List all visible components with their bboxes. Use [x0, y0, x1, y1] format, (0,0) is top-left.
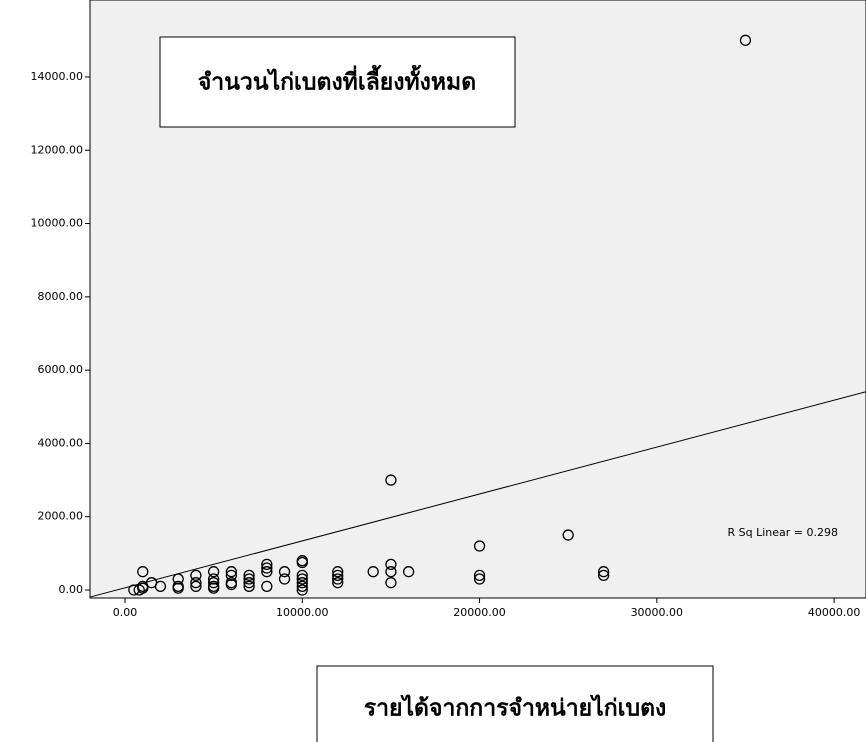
point: [296, 573, 308, 585]
point: [385, 474, 397, 486]
point: [402, 566, 415, 578]
x-tick-label: 40000.00: [808, 606, 861, 619]
point: [278, 573, 291, 585]
point: [190, 580, 202, 592]
point: [225, 566, 238, 578]
x-tick-label: 0.00: [113, 606, 138, 619]
point: [207, 582, 220, 594]
point: [332, 573, 344, 585]
annotation: R Sq Linear = 0.298: [728, 526, 839, 539]
point: [296, 580, 308, 592]
point: [296, 577, 308, 589]
y-tick-label: 8000.00: [38, 290, 84, 303]
y-axis-label: จำนวนไก่เบตงที่เลี้ยงทั้งหมด: [198, 64, 476, 94]
fit-line: [89, 391, 866, 598]
point: [207, 577, 220, 589]
point: [133, 584, 145, 596]
y-tick-label: 2000.00: [38, 510, 84, 523]
y-tick-label: 4000.00: [38, 436, 84, 449]
y-label-box: [159, 36, 516, 128]
point: [190, 577, 202, 589]
point: [243, 569, 255, 582]
y-tick-label: 12000.00: [31, 143, 84, 156]
point: [128, 584, 140, 596]
point: [278, 566, 291, 578]
point: [243, 573, 255, 585]
point: [597, 566, 610, 578]
point: [261, 566, 273, 578]
x-tick-label: 20000.00: [453, 606, 506, 619]
point: [473, 569, 486, 582]
x-tick-label: 30000.00: [631, 606, 684, 619]
point: [332, 569, 344, 582]
point: [385, 566, 397, 578]
point: [296, 556, 308, 569]
point: [473, 540, 486, 552]
point: [172, 573, 184, 585]
point: [261, 562, 273, 574]
x-axis-label: รายได้จากการจำหน่ายไก่เบตง: [364, 693, 667, 720]
point: [739, 34, 752, 46]
y-tick-label: 10000.00: [31, 217, 84, 230]
point: [296, 569, 308, 582]
point: [207, 573, 220, 585]
point: [261, 580, 273, 592]
point: [385, 558, 397, 571]
point: [243, 580, 255, 592]
point: [225, 569, 238, 582]
point: [243, 577, 255, 589]
y-tick-label: 14000.00: [31, 70, 84, 83]
point: [296, 584, 308, 596]
point: [190, 569, 202, 582]
x-label-box: [316, 665, 714, 742]
point: [597, 569, 610, 582]
point: [332, 577, 344, 589]
point: [172, 582, 184, 594]
y-tick-label: 0.00: [59, 583, 84, 596]
point: [562, 529, 574, 541]
point: [332, 566, 344, 578]
point: [225, 578, 238, 591]
point: [367, 566, 379, 578]
point: [261, 558, 273, 571]
x-tick-label: 10000.00: [276, 606, 329, 619]
point: [207, 566, 220, 578]
point: [473, 573, 486, 585]
point: [385, 577, 397, 589]
y-tick-label: 6000.00: [38, 363, 84, 376]
point: [137, 566, 149, 578]
